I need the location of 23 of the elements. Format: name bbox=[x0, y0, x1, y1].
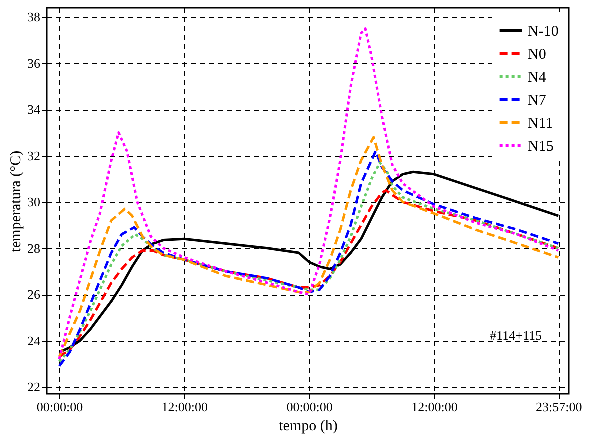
y-tick-label: 32 bbox=[28, 148, 40, 164]
y-tick-label: 26 bbox=[28, 287, 41, 302]
legend-label: N15 bbox=[528, 139, 554, 155]
y-axis-title: temperatura (°C) bbox=[8, 150, 24, 252]
y-tick-label: 34 bbox=[28, 102, 41, 118]
x-tick-label: 23:57:00 bbox=[536, 400, 582, 414]
x-tick-label: 12:00:00 bbox=[412, 400, 458, 414]
y-tick-label: 28 bbox=[28, 240, 40, 256]
legend-label: N0 bbox=[528, 47, 546, 63]
x-tick-label: 12:00:00 bbox=[162, 400, 208, 414]
y-tick-label: 24 bbox=[28, 333, 41, 348]
annotation: #114+115 bbox=[490, 328, 542, 343]
x-axis-title: tempo (h) bbox=[279, 418, 338, 434]
x-tick-label: 00:00:00 bbox=[36, 400, 84, 414]
legend-label: N-10 bbox=[528, 24, 559, 40]
y-tick-label: 30 bbox=[28, 194, 40, 210]
y-tick-label: 22 bbox=[28, 380, 40, 395]
y-tick-label: 38 bbox=[28, 10, 40, 25]
legend-label: N11 bbox=[528, 116, 554, 132]
y-tick-label: 36 bbox=[28, 56, 41, 71]
legend-label: N4 bbox=[528, 70, 547, 86]
legend-label: N7 bbox=[528, 93, 547, 109]
x-tick-label: 00:00:00 bbox=[286, 400, 333, 414]
